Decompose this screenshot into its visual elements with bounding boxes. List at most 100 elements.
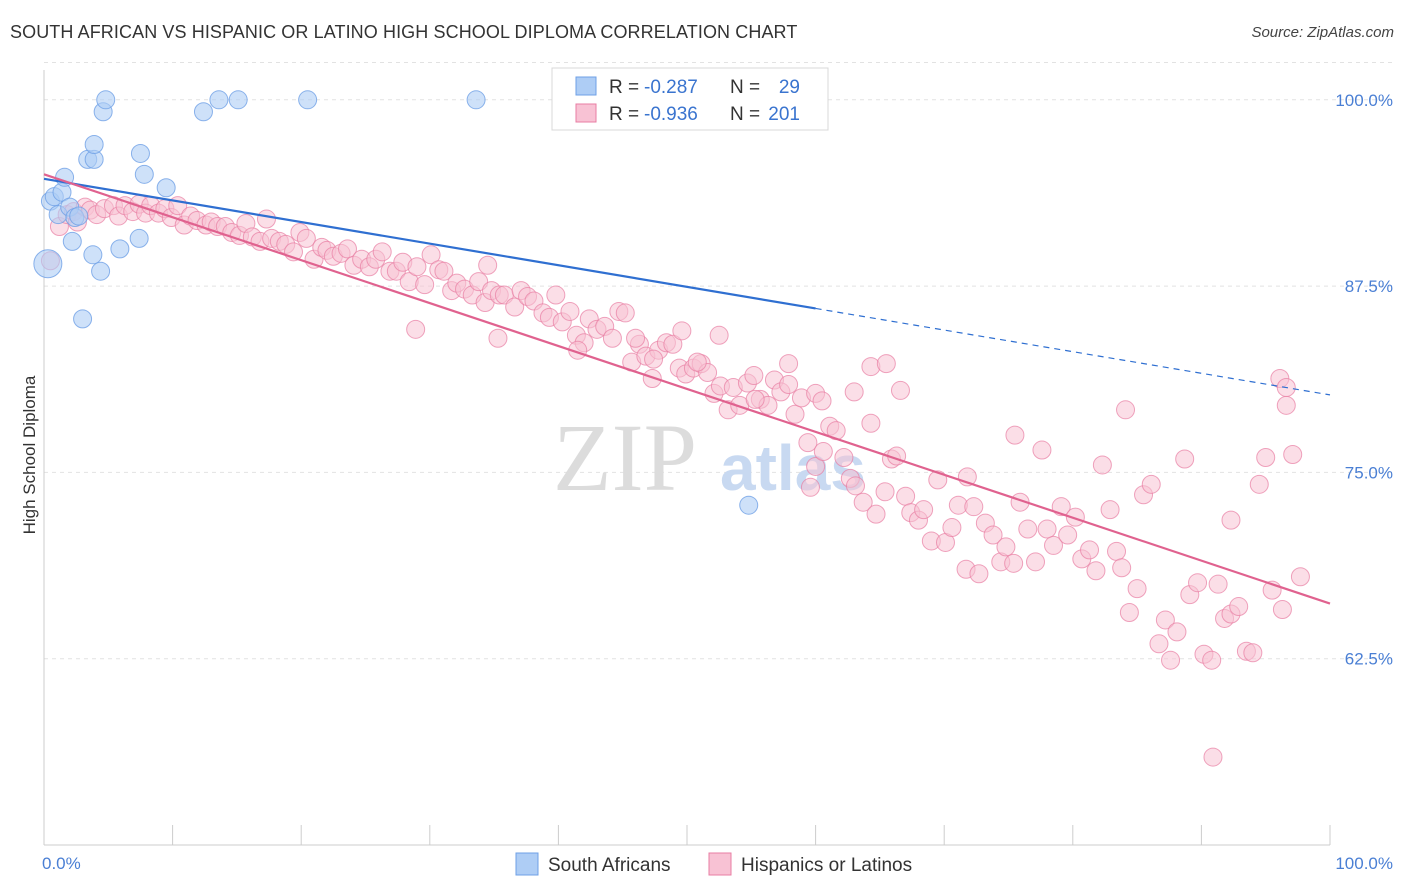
y-tick-label: 62.5% xyxy=(1345,650,1393,669)
hispanic-trend-line xyxy=(43,173,1331,605)
hispanic-point xyxy=(1044,535,1064,555)
hispanic-point xyxy=(890,380,910,400)
hispanic-point xyxy=(969,564,989,584)
south-african-point xyxy=(228,90,248,110)
hispanic-point xyxy=(709,325,729,345)
hispanic-point xyxy=(1065,507,1085,527)
hispanic-point xyxy=(779,354,799,374)
x-tick-min: 0.0% xyxy=(42,854,81,873)
hispanic-point xyxy=(1149,634,1169,654)
legend-n-label-2: N = xyxy=(730,104,760,125)
south-african-point xyxy=(739,495,759,515)
hispanic-point xyxy=(1100,500,1120,520)
hispanic-point xyxy=(602,328,622,348)
legend-r-value-1: -0.287 xyxy=(644,77,698,98)
hispanic-point xyxy=(663,334,683,354)
hispanic-point xyxy=(996,537,1016,557)
legend-box: R = -0.287 N = 29 R = -0.936 N = 201 xyxy=(551,67,829,131)
hispanic-point xyxy=(845,476,865,496)
hispanic-point xyxy=(844,382,864,402)
hispanic-point xyxy=(1018,519,1038,539)
hispanic-point xyxy=(1283,445,1303,465)
hispanic-point xyxy=(1112,558,1132,578)
hispanic-point xyxy=(1243,643,1263,663)
hispanic-point xyxy=(1229,597,1249,617)
legend-n-value-1: 29 xyxy=(779,77,800,98)
hispanic-point xyxy=(876,354,896,374)
south-african-point xyxy=(62,231,82,251)
hispanic-point xyxy=(983,525,1003,545)
y-tick-label: 87.5% xyxy=(1345,277,1393,296)
gridlines xyxy=(44,62,1392,660)
south-african-point xyxy=(129,228,149,248)
legend-n-label-1: N = xyxy=(730,77,760,98)
south-african-point xyxy=(84,135,104,155)
hispanic-point xyxy=(337,239,357,259)
hispanic-point xyxy=(546,285,566,305)
hispanic-point xyxy=(478,255,498,275)
hispanic-point xyxy=(1086,561,1106,581)
hispanic-point xyxy=(745,389,765,409)
south-african-point xyxy=(83,245,103,265)
south-african-point xyxy=(134,164,154,184)
hispanic-point xyxy=(415,275,435,295)
south-african-point xyxy=(156,178,176,198)
hispanic-point xyxy=(1221,510,1241,530)
hispanic-point xyxy=(1175,449,1195,469)
hispanic-point xyxy=(1116,400,1136,420)
south-african-point xyxy=(209,90,229,110)
hispanic-point xyxy=(687,352,707,372)
hispanic-point xyxy=(1005,425,1025,445)
hispanic-point xyxy=(626,328,646,348)
legend-swatch-south-african xyxy=(575,76,597,96)
x-tick-max: 100.0% xyxy=(1335,854,1393,873)
hispanic-point xyxy=(372,242,392,262)
south-african-trend-line xyxy=(43,177,816,310)
hispanic-point xyxy=(1188,573,1208,593)
hispanic-point xyxy=(421,245,441,265)
hispanic-point xyxy=(875,482,895,502)
chart-title: SOUTH AFRICAN VS HISPANIC OR LATINO HIGH… xyxy=(10,22,798,42)
hispanic-point xyxy=(1202,650,1222,670)
south-african-point xyxy=(91,261,111,281)
y-axis-label: High School Diploma xyxy=(20,375,39,534)
bottom-legend-swatch-south-african xyxy=(515,852,539,876)
hispanic-point xyxy=(1276,395,1296,415)
hispanic-point xyxy=(1032,440,1052,460)
hispanic-point xyxy=(505,297,525,317)
hispanic-point xyxy=(834,448,854,467)
hispanic-point xyxy=(1208,574,1228,594)
hispanic-point xyxy=(1026,552,1046,572)
hispanic-point xyxy=(866,504,886,524)
hispanic-point xyxy=(896,486,916,506)
hispanic-point xyxy=(1167,622,1187,642)
legend-n-value-2: 201 xyxy=(768,104,800,125)
hispanic-point xyxy=(806,456,826,476)
south-african-point xyxy=(298,90,318,110)
hispanic-point xyxy=(1249,474,1269,494)
hispanic-point xyxy=(1272,600,1292,620)
legend-r-value-2: -0.936 xyxy=(644,104,698,125)
south-african-point xyxy=(193,102,213,122)
hispanic-point xyxy=(672,321,692,341)
hispanic-point xyxy=(928,470,948,490)
legend-swatch-hispanic xyxy=(575,103,597,123)
hispanic-point xyxy=(853,492,873,512)
hispanic-point xyxy=(1037,519,1057,539)
south-african-point xyxy=(130,143,150,163)
hispanic-point xyxy=(1141,474,1161,494)
hispanic-point xyxy=(1155,610,1175,630)
legend-r-label-2: R = xyxy=(609,104,639,125)
hispanic-point xyxy=(1080,540,1100,560)
watermark-atlas: atlas xyxy=(720,432,866,504)
hispanic-point xyxy=(406,319,426,339)
south-african-point xyxy=(69,206,89,226)
hispanic-point xyxy=(812,391,832,411)
hispanic-point xyxy=(800,477,820,497)
hispanic-point xyxy=(942,518,962,538)
bottom-legend-hispanic: Hispanics or Latinos xyxy=(741,855,912,876)
south-african-point xyxy=(466,90,486,110)
hispanic-point xyxy=(1004,553,1024,573)
hispanic-point xyxy=(256,209,276,229)
bottom-legend: South Africans Hispanics or Latinos xyxy=(515,852,912,876)
